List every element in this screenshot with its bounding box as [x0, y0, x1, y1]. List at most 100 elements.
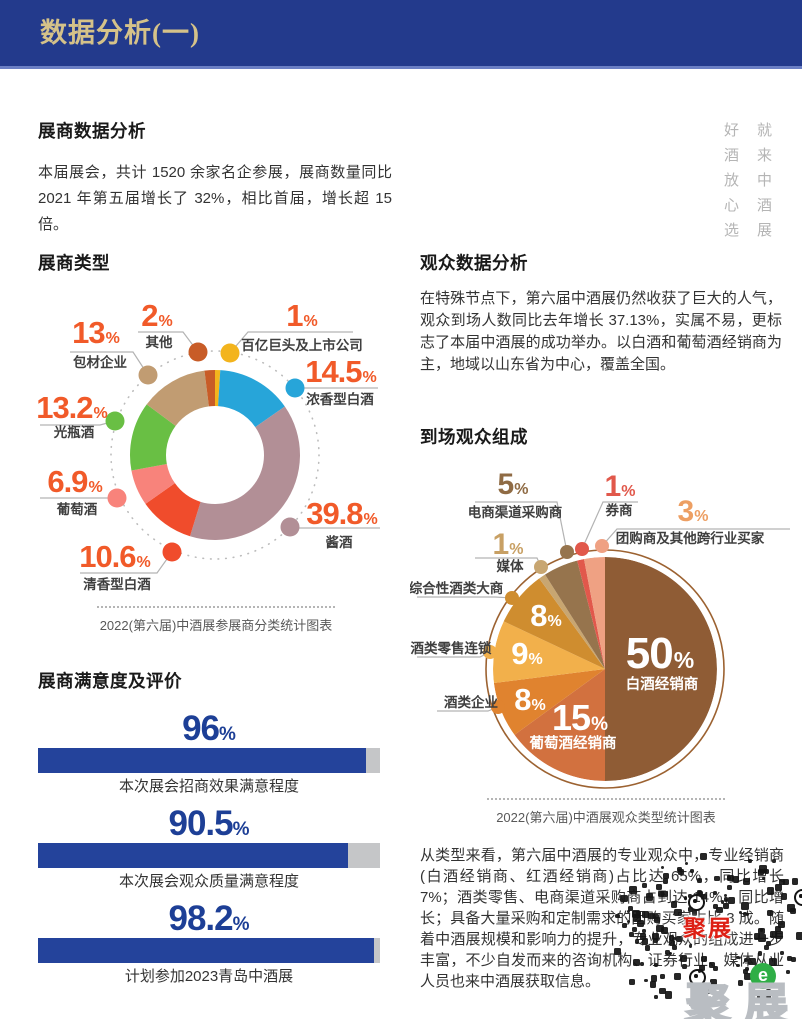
qr-dot — [700, 988, 708, 995]
donut-slice-3 — [145, 483, 201, 537]
qr-brand-text: 聚展 — [683, 915, 733, 941]
qr-dot — [736, 955, 740, 960]
qr-dot — [639, 933, 646, 940]
qr-dot — [741, 902, 750, 911]
audience-analysis-body: 在特殊节点下，第六届中酒展仍然收获了巨大的人气，观众到场人数同比去年增长 37.… — [420, 290, 782, 373]
qr-dot — [645, 893, 653, 901]
callout-label-5: 媒体 — [497, 558, 525, 574]
callout-label-3: 清香型白酒 — [83, 576, 151, 592]
bar-track-2 — [38, 938, 380, 963]
slogan-column-left: 好酒放心选 — [722, 122, 739, 247]
qr-dot — [668, 940, 675, 947]
qr-dot — [684, 861, 688, 866]
callout-dot-6 — [560, 545, 574, 559]
qr-dot — [692, 910, 698, 916]
qr-dot — [652, 937, 659, 944]
qr-dot — [620, 895, 628, 903]
qr-dot — [732, 875, 740, 883]
qr-dot — [766, 887, 775, 895]
qr-dot — [649, 981, 657, 988]
qr-dot — [628, 932, 634, 938]
callout-label-6: 电商渠道采购商 — [468, 504, 563, 520]
callout-dot-8 — [595, 539, 609, 553]
donut-slice-1 — [218, 370, 285, 428]
dotted-ring — [110, 350, 320, 560]
qr-dot — [728, 897, 736, 905]
qr-dot — [720, 900, 725, 904]
pie-slice-4 — [503, 578, 605, 669]
qr-dot — [652, 933, 659, 940]
donut-slice-7 — [204, 370, 215, 407]
audience-composition-title: 到场观众组成 — [420, 427, 528, 447]
qr-logo-icon: e — [750, 963, 776, 989]
qr-dot — [696, 878, 702, 884]
qr-dot — [727, 884, 733, 890]
qr-dot — [745, 966, 750, 971]
qr-dot — [722, 902, 729, 909]
callout-dot-2 — [491, 700, 505, 714]
qr-dot — [761, 877, 765, 881]
inside-value-2: 8% — [514, 682, 545, 717]
inside-label-0: 白酒经销商 — [626, 675, 699, 693]
satisfaction-bar-chart: 96% 本次展会招商效果满意程度 90.5% 本次展会观众质量满意程度 98.2% 计划参… — [38, 700, 380, 995]
callout-label-7: 其他 — [146, 334, 173, 350]
qr-dot — [736, 963, 741, 968]
pie-slice-1 — [514, 669, 605, 781]
exhibitor-analysis-title: 展商数据分析 — [38, 121, 146, 141]
qr-dot — [670, 901, 678, 909]
qr-dot — [758, 934, 767, 943]
qr-dot — [708, 961, 715, 969]
qr-dot — [710, 986, 714, 991]
qr-dot — [661, 890, 668, 898]
inside-value-4: 8% — [530, 598, 561, 633]
qr-dot — [795, 931, 802, 940]
qr-dot — [632, 958, 641, 967]
qr-dot — [664, 949, 671, 956]
qr-dot — [759, 865, 767, 873]
qr-dot — [779, 951, 784, 956]
qr-dot — [742, 968, 748, 974]
qr-dot — [664, 991, 672, 999]
qr-dot — [700, 956, 708, 963]
bar-caption-1: 本次展会观众质量满意程度 — [118, 873, 299, 890]
qr-dot — [662, 877, 669, 884]
callout-label-2: 酒类企业 — [444, 694, 498, 710]
qr-dot — [653, 913, 659, 920]
qr-eye-center — [799, 894, 802, 898]
qr-dot — [723, 896, 729, 902]
qr-dot — [778, 921, 786, 929]
qr-dot — [659, 987, 666, 995]
qr-dot — [654, 994, 659, 1000]
qr-dot — [650, 974, 658, 982]
bar-group-1: 90.5% 本次展会观众质量满意程度 — [38, 805, 380, 891]
donut-caption-text: 2022(第六届)中酒展参展商分类统计图表 — [97, 606, 335, 634]
qr-dot — [675, 935, 683, 943]
qr-dot — [660, 927, 668, 935]
callout-value-6: 5% — [498, 468, 529, 501]
audience-analysis-title: 观众数据分析 — [420, 253, 528, 273]
qr-dot — [636, 920, 645, 928]
callout-dot-4 — [107, 488, 127, 508]
qr-dot — [727, 874, 734, 882]
qr-dot — [674, 908, 682, 916]
qr-dot — [737, 980, 743, 986]
donut-slice-5 — [130, 404, 176, 471]
qr-dot — [786, 970, 790, 975]
pie-slice-5 — [539, 574, 605, 669]
qr-dot — [766, 988, 771, 994]
qr-dot — [632, 927, 637, 932]
qr-eye-center — [694, 974, 698, 978]
qr-dot — [629, 979, 636, 986]
callout-label-1: 浓香型白酒 — [306, 391, 374, 407]
qr-dot — [640, 962, 645, 967]
pie-slice-3 — [492, 621, 605, 684]
callout-label-3: 酒类零售连锁 — [411, 640, 492, 656]
callout-leader-8 — [601, 528, 790, 547]
qr-dot — [748, 957, 756, 966]
qr-dot — [714, 875, 720, 881]
qr-dot — [688, 944, 693, 948]
qr-dot — [626, 919, 631, 924]
qr-dot — [653, 962, 659, 968]
